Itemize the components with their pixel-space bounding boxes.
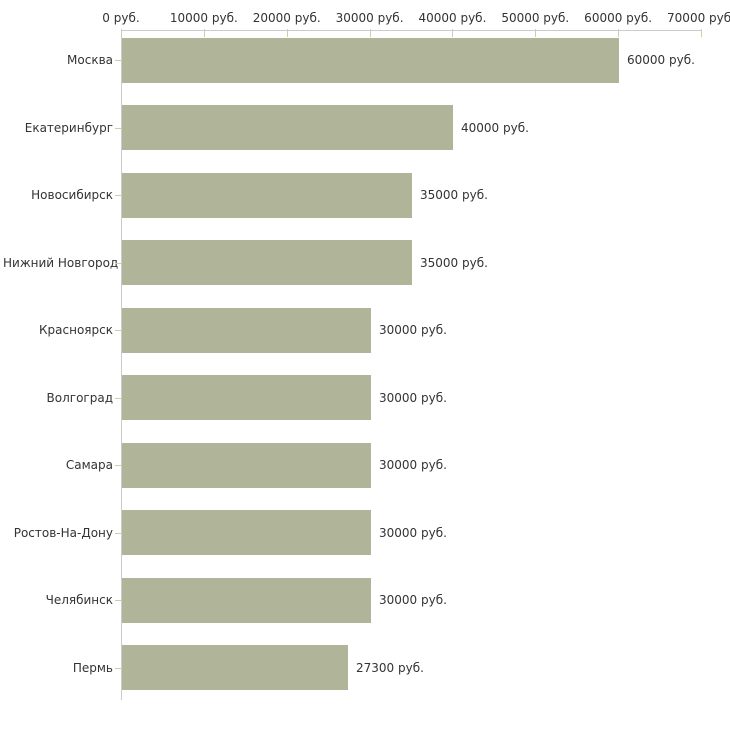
- bar: [122, 375, 371, 420]
- y-axis-tick-mark: [115, 60, 121, 61]
- y-axis-tick-mark: [115, 397, 121, 399]
- y-axis-tick-mark: [115, 532, 121, 534]
- value-label: 27300 руб.: [356, 660, 424, 675]
- y-axis-line: [121, 30, 122, 700]
- category-label: Новосибирск: [31, 188, 113, 202]
- category-label: Пермь: [72, 660, 113, 675]
- category-label: Екатеринбург: [24, 120, 113, 135]
- bar: [122, 510, 371, 555]
- category-label: Красноярск: [39, 323, 113, 337]
- x-axis-tick-mark: [369, 29, 371, 37]
- x-axis-tick-label: 30000 руб.: [335, 11, 404, 25]
- bar: [122, 172, 412, 218]
- y-axis-tick-mark: [115, 465, 121, 466]
- y-axis-tick-mark: [115, 262, 121, 264]
- x-axis-tick-mark: [286, 29, 288, 37]
- x-axis-tick-mark: [618, 29, 620, 37]
- x-axis-tick-label: 10000 руб.: [169, 11, 238, 25]
- category-label: Ростов-На-Дону: [13, 525, 113, 540]
- category-label: Нижний Новгород: [3, 255, 119, 270]
- y-axis-tick-mark: [115, 600, 121, 601]
- value-label: 30000 руб.: [379, 593, 447, 607]
- value-label: 30000 руб.: [379, 390, 447, 405]
- y-axis-tick-mark: [115, 195, 121, 196]
- x-axis-tick-mark: [121, 29, 122, 37]
- x-axis-tick-label: 60000 руб.: [584, 11, 653, 25]
- category-label: Москва: [67, 53, 113, 67]
- value-label: 35000 руб.: [420, 255, 488, 270]
- value-label: 30000 руб.: [379, 323, 447, 337]
- bar: [122, 105, 453, 150]
- value-label: 40000 руб.: [461, 120, 529, 135]
- bar: [122, 37, 619, 83]
- bar: [122, 307, 371, 353]
- category-label: Самара: [65, 458, 113, 472]
- bar: [122, 645, 348, 690]
- x-axis-line: [121, 30, 701, 31]
- x-axis-tick-mark: [452, 29, 454, 37]
- x-axis-tick-label: 0 руб.: [102, 11, 140, 25]
- y-axis-tick-mark: [115, 330, 121, 331]
- x-axis-tick-mark: [701, 29, 702, 37]
- x-axis-tick-label: 70000 руб.: [667, 11, 730, 25]
- y-axis-tick-mark: [115, 667, 121, 669]
- value-label: 35000 руб.: [420, 188, 488, 202]
- y-axis-tick-mark: [115, 127, 121, 129]
- bar: [122, 240, 412, 285]
- x-axis-tick-label: 50000 руб.: [501, 11, 570, 25]
- value-label: 30000 руб.: [379, 525, 447, 540]
- category-label: Челябинск: [45, 593, 113, 607]
- x-axis-tick-mark: [535, 29, 537, 37]
- bar: [122, 442, 371, 488]
- x-axis-tick-label: 20000 руб.: [252, 11, 321, 25]
- x-axis-tick-label: 40000 руб.: [418, 11, 487, 25]
- x-axis-tick-mark: [203, 29, 205, 37]
- value-label: 60000 руб.: [627, 53, 695, 67]
- category-label: Волгоград: [46, 390, 113, 405]
- bar: [122, 577, 371, 623]
- value-label: 30000 руб.: [379, 458, 447, 472]
